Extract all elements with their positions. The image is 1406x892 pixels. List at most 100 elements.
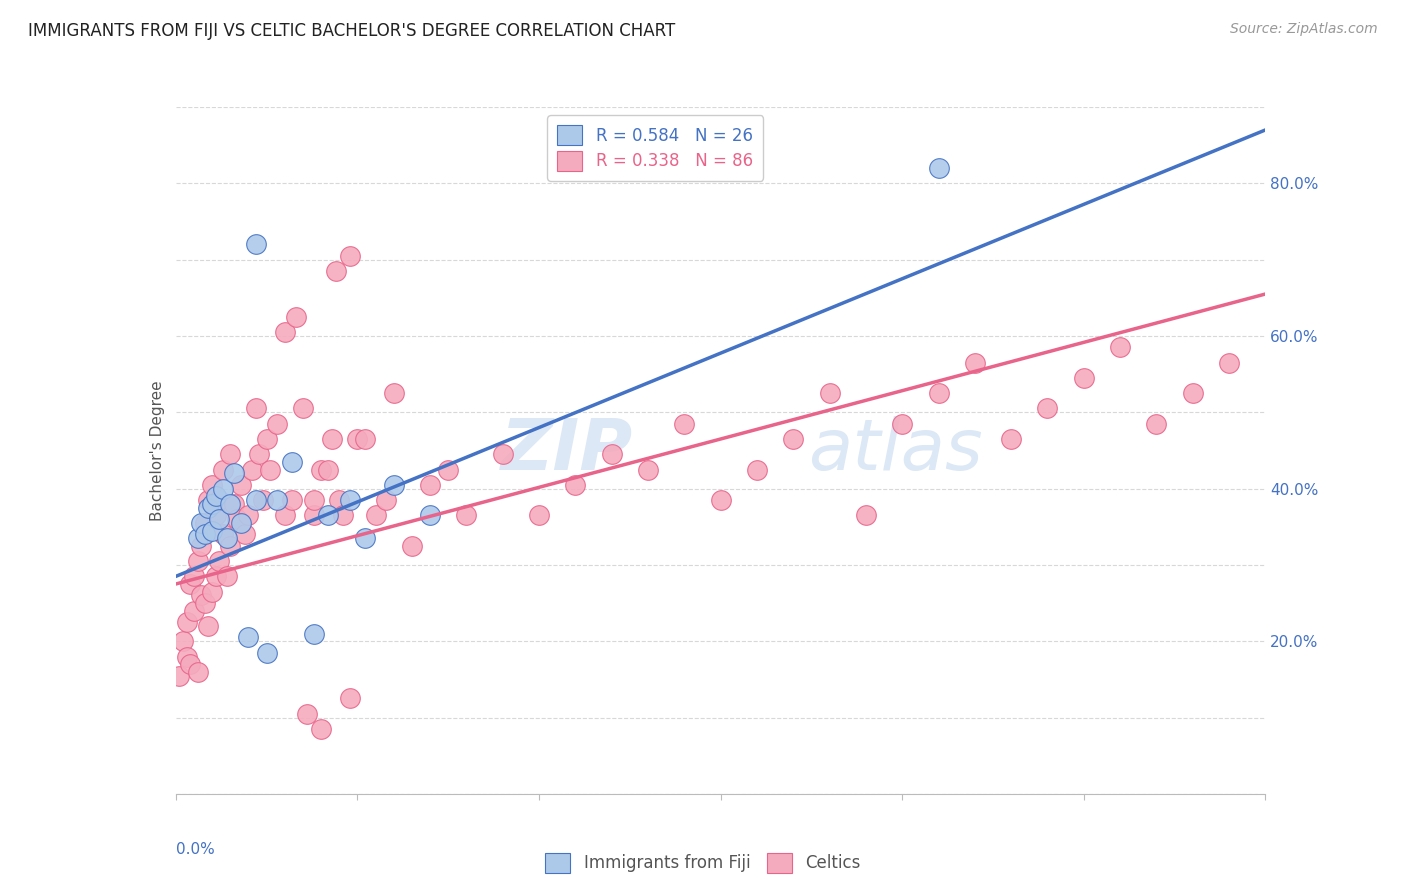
Point xyxy=(1218,356,1240,370)
Point xyxy=(274,508,297,523)
Point xyxy=(284,310,307,324)
Point xyxy=(437,462,460,476)
Point xyxy=(204,489,226,503)
Point xyxy=(673,417,696,431)
Point xyxy=(212,527,235,541)
Point xyxy=(238,508,260,523)
Point xyxy=(222,467,245,481)
Point xyxy=(328,493,350,508)
Point xyxy=(382,386,405,401)
Point xyxy=(245,401,267,416)
Point xyxy=(231,477,253,491)
Point xyxy=(419,508,441,523)
Point xyxy=(247,447,270,461)
Point xyxy=(1109,340,1132,354)
Point xyxy=(201,497,224,511)
Point xyxy=(745,462,768,476)
Point xyxy=(401,539,423,553)
Point xyxy=(179,657,201,672)
Point xyxy=(309,722,332,736)
Point xyxy=(176,615,198,630)
Point xyxy=(169,668,191,682)
Point xyxy=(197,619,219,633)
Point xyxy=(564,477,586,491)
Y-axis label: Bachelor's Degree: Bachelor's Degree xyxy=(149,380,165,521)
Point xyxy=(252,493,274,508)
Point xyxy=(318,508,340,523)
Legend: R = 0.584   N = 26, R = 0.338   N = 86: R = 0.584 N = 26, R = 0.338 N = 86 xyxy=(547,115,763,180)
Point xyxy=(266,493,288,508)
Point xyxy=(309,462,332,476)
Point xyxy=(194,516,217,530)
Text: ZIP: ZIP xyxy=(501,416,633,485)
Point xyxy=(928,386,950,401)
Point xyxy=(212,482,235,496)
Point xyxy=(818,386,841,401)
Point xyxy=(600,447,623,461)
Point xyxy=(419,477,441,491)
Point xyxy=(456,508,478,523)
Point xyxy=(637,462,659,476)
Point xyxy=(219,497,242,511)
Point xyxy=(339,691,361,706)
Point xyxy=(782,432,804,446)
Point xyxy=(332,508,354,523)
Point xyxy=(353,432,375,446)
Point xyxy=(197,500,219,515)
Point xyxy=(256,432,278,446)
Point xyxy=(238,631,260,645)
Text: atlas: atlas xyxy=(807,416,983,485)
Point xyxy=(215,531,238,545)
Point xyxy=(302,626,325,640)
Point xyxy=(176,649,198,664)
Point xyxy=(197,493,219,508)
Point xyxy=(179,577,201,591)
Point xyxy=(201,477,224,491)
Point xyxy=(219,447,242,461)
Point xyxy=(233,527,256,541)
Point xyxy=(219,539,242,553)
Point xyxy=(855,508,877,523)
Point xyxy=(183,569,205,583)
Point xyxy=(1036,401,1059,416)
Point xyxy=(1146,417,1168,431)
Point xyxy=(266,417,288,431)
Point xyxy=(710,493,733,508)
Point xyxy=(963,356,986,370)
Point xyxy=(194,596,217,610)
Text: Source: ZipAtlas.com: Source: ZipAtlas.com xyxy=(1230,22,1378,37)
Point xyxy=(245,493,267,508)
Point xyxy=(231,516,253,530)
Point xyxy=(375,493,398,508)
Point xyxy=(194,527,217,541)
Point xyxy=(208,554,231,568)
Point xyxy=(295,706,318,721)
Point xyxy=(353,531,375,545)
Point xyxy=(1181,386,1204,401)
Point xyxy=(215,569,238,583)
Point xyxy=(212,462,235,476)
Point xyxy=(339,249,361,263)
Point xyxy=(1000,432,1022,446)
Point xyxy=(204,569,226,583)
Point xyxy=(186,531,209,545)
Point xyxy=(325,264,347,278)
Point xyxy=(208,512,231,526)
Point xyxy=(291,401,314,416)
Point xyxy=(527,508,550,523)
Text: 0.0%: 0.0% xyxy=(176,842,215,857)
Point xyxy=(382,477,405,491)
Point xyxy=(201,524,224,538)
Point xyxy=(364,508,387,523)
Text: IMMIGRANTS FROM FIJI VS CELTIC BACHELOR'S DEGREE CORRELATION CHART: IMMIGRANTS FROM FIJI VS CELTIC BACHELOR'… xyxy=(28,22,675,40)
Legend: Immigrants from Fiji, Celtics: Immigrants from Fiji, Celtics xyxy=(538,847,868,880)
Point xyxy=(190,516,212,530)
Point xyxy=(172,634,194,648)
Point xyxy=(891,417,914,431)
Point xyxy=(190,539,212,553)
Point xyxy=(240,462,263,476)
Point xyxy=(928,161,950,175)
Point xyxy=(274,325,297,339)
Point xyxy=(346,432,368,446)
Point xyxy=(302,508,325,523)
